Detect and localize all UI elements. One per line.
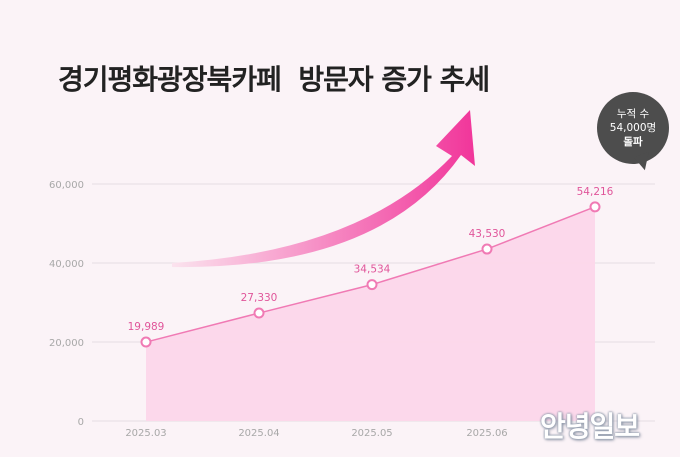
callout-line-2: 54,000명: [609, 122, 657, 134]
y-tick-label: 20,000: [49, 338, 84, 349]
data-point: [481, 243, 493, 255]
data-label: 54,216: [577, 186, 614, 198]
data-point: [589, 201, 601, 213]
callout-bubble: 누적 수 54,000명 돌파: [597, 92, 669, 164]
x-tick-label: 2025.03: [125, 428, 166, 439]
data-point: [366, 279, 378, 291]
data-label: 19,989: [128, 321, 165, 333]
area-fill: [146, 206, 595, 421]
data-point: [253, 307, 265, 319]
x-tick-label: 2025.05: [351, 428, 392, 439]
y-tick-label: 40,000: [49, 259, 84, 270]
data-point: [140, 336, 152, 348]
data-label: 27,330: [241, 292, 278, 304]
watermark-logo: 안녕일보: [540, 410, 640, 443]
chart-title: 경기평화광장북카페 방문자 증가 추세: [58, 63, 490, 96]
data-label: 34,534: [354, 264, 391, 276]
callout-line-3: 돌파: [623, 136, 643, 148]
growth-arrow: [172, 110, 475, 268]
y-tick-label: 60,000: [49, 180, 84, 191]
x-tick-label: 2025.06: [466, 428, 507, 439]
data-label: 43,530: [469, 228, 506, 240]
x-tick-label: 2025.04: [238, 428, 279, 439]
y-tick-label: 0: [78, 417, 84, 428]
callout-line-1: 누적 수: [616, 108, 650, 120]
